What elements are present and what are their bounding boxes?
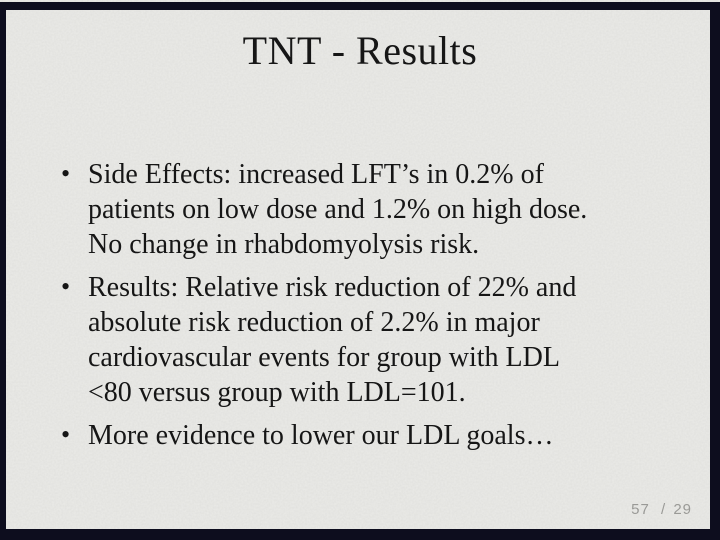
page-number-current: 57: [631, 501, 650, 518]
bullet-item-conclusion: • More evidence to lower our LDL goals…: [61, 418, 684, 453]
page-number-total: 29: [673, 501, 692, 518]
bullet-text-line: cardiovascular events for group with LDL: [88, 342, 560, 373]
bullet-icon: •: [61, 272, 71, 301]
bullet-item-side-effects: • Side Effects: increased LFT’s in 0.2% …: [61, 157, 684, 262]
bullet-icon: •: [61, 159, 71, 188]
bullet-list: • Side Effects: increased LFT’s in 0.2% …: [61, 157, 684, 461]
bullet-item-results: • Results: Relative risk reduction of 22…: [61, 270, 684, 410]
bullet-text-line: More evidence to lower our LDL goals…: [88, 420, 554, 451]
bullet-text-line: patients on low dose and 1.2% on high do…: [88, 194, 588, 225]
bullet-icon: •: [61, 420, 71, 449]
bullet-text-line: absolute risk reduction of 2.2% in major: [88, 307, 540, 338]
slide-title: TNT - Results: [242, 28, 478, 73]
page-number-separator: /: [660, 501, 667, 518]
bullet-text-line: Side Effects: increased LFT’s in 0.2% of: [88, 159, 544, 190]
page-indicator: 57 / 29: [631, 501, 692, 518]
bullet-text-line: Results: Relative risk reduction of 22% …: [88, 272, 577, 303]
bullet-text-line: No change in rhabdomyolysis risk.: [88, 229, 480, 260]
bullet-text-line: <80 versus group with LDL=101.: [88, 377, 466, 408]
